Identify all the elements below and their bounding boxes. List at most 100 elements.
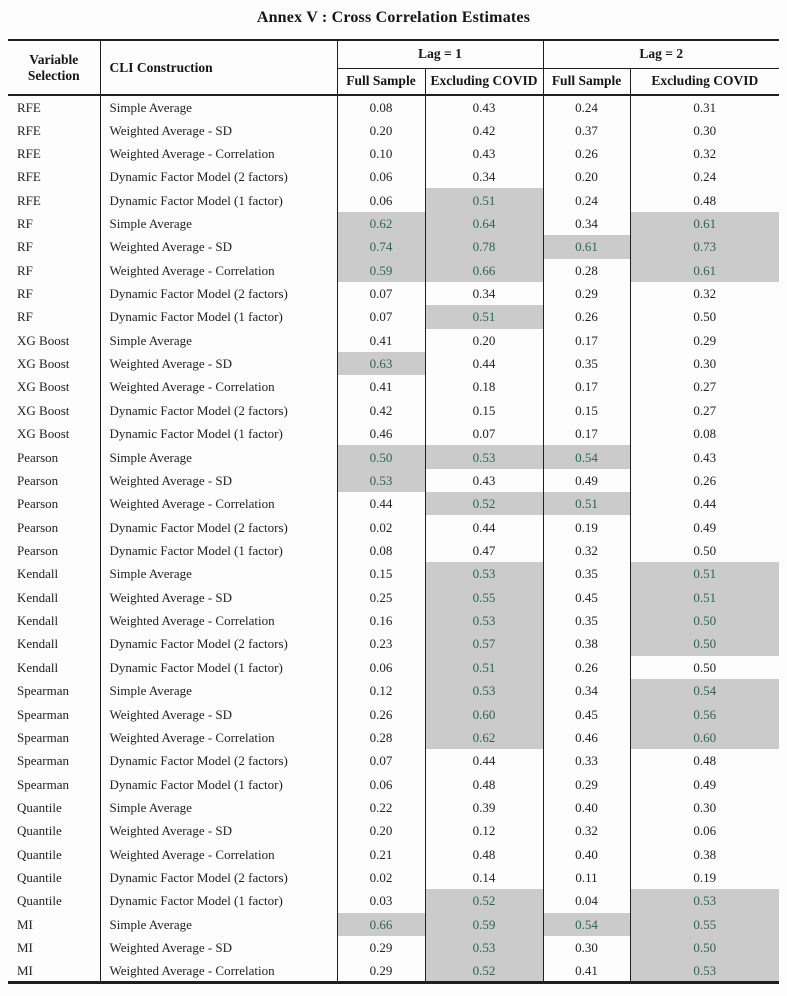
cell-value: 0.44: [424, 515, 544, 539]
cell-value: 0.07: [336, 305, 425, 329]
cell-value: 0.28: [542, 258, 631, 282]
cell-value: 0.20: [424, 328, 544, 352]
cell-value: 0.42: [336, 398, 425, 423]
cell-value: 0.30: [629, 351, 780, 376]
cell-cli-construction: Simple Average: [99, 562, 337, 586]
cell-value: 0.29: [542, 772, 631, 796]
cell-cli-construction: Dynamic Factor Model (1 factor): [99, 889, 337, 913]
cell-value: 0.29: [542, 281, 631, 306]
table-row: Kendall Weighted Average - Correlation 0.1…: [8, 608, 780, 633]
cell-value: 0.07: [424, 422, 544, 446]
cell-variable-selection: Quantile: [17, 893, 62, 909]
table-header: Variable Selection CLI Construction Lag …: [8, 40, 780, 96]
cell-value: 0.15: [336, 562, 425, 586]
cell-variable-selection: RFE: [17, 99, 41, 115]
cell-variable-selection: XG Boost: [17, 332, 70, 348]
cell-cli-construction: Dynamic Factor Model (2 factors): [99, 281, 337, 306]
cell-value: 0.15: [424, 398, 544, 423]
cell-value-highlighted: 0.50: [336, 445, 425, 469]
cell-cli-construction: Weighted Average - SD: [99, 702, 337, 726]
cell-variable-selection: XG Boost: [17, 402, 70, 418]
table-row: Kendall Weighted Average - SD 0.25 0.55 0.45…: [8, 585, 780, 609]
cell-value: 0.32: [542, 819, 631, 843]
cell-value-highlighted: 0.51: [629, 562, 780, 586]
cell-cli-construction: Weighted Average - SD: [99, 935, 337, 960]
cell-variable-selection: RFE: [17, 145, 41, 161]
cell-value-highlighted: 0.60: [424, 702, 544, 726]
cell-value: 0.20: [542, 165, 631, 189]
cell-value: 0.20: [336, 819, 425, 843]
cell-value: 0.48: [424, 772, 544, 796]
cell-value: 0.08: [336, 538, 425, 563]
cell-value: 0.40: [542, 795, 631, 820]
table-row: Quantile Simple Average 0.22 0.39 0.40 0.30: [8, 795, 780, 820]
cell-variable-selection: Kendall: [17, 589, 59, 605]
cell-variable-selection: RFE: [17, 169, 41, 185]
cell-cli-construction: Weighted Average - Correlation: [99, 608, 337, 633]
cell-variable-selection: Kendall: [17, 636, 59, 652]
cell-cli-construction: Simple Average: [99, 328, 337, 352]
cell-cli-construction: Dynamic Factor Model (2 factors): [99, 865, 337, 890]
cell-cli-construction: Weighted Average - Correlation: [99, 258, 337, 282]
cell-value: 0.38: [542, 632, 631, 656]
cell-value-highlighted: 0.66: [336, 912, 425, 936]
cell-value-highlighted: 0.60: [629, 725, 780, 750]
cell-value: 0.11: [542, 865, 631, 890]
cell-value: 0.48: [629, 188, 780, 212]
table-row: Quantile Weighted Average - Correlation 0.…: [8, 842, 780, 866]
cell-value-highlighted: 0.54: [542, 445, 631, 469]
table-row: RFE Dynamic Factor Model (2 factors) 0.06 0…: [8, 165, 780, 189]
header-lag1-excluding-covid: Excluding COVID: [424, 68, 544, 96]
cell-value: 0.29: [336, 959, 425, 983]
cell-value: 0.22: [336, 795, 425, 820]
cell-value: 0.12: [424, 819, 544, 843]
cell-cli-construction: Dynamic Factor Model (1 factor): [99, 422, 337, 446]
cell-value: 0.27: [629, 375, 780, 399]
cell-value-highlighted: 0.61: [542, 235, 631, 259]
cell-variable-selection: Spearman: [17, 683, 69, 699]
cell-value: 0.41: [336, 375, 425, 399]
cell-value: 0.49: [542, 468, 631, 493]
header-lag1-full-sample: Full Sample: [336, 68, 425, 96]
cell-variable-selection: Spearman: [17, 776, 69, 792]
cell-value: 0.15: [542, 398, 631, 423]
cell-value: 0.27: [629, 398, 780, 423]
cell-value: 0.43: [424, 141, 544, 166]
cell-value-highlighted: 0.63: [336, 351, 425, 376]
cell-value: 0.44: [424, 749, 544, 773]
cross-correlation-table: Variable Selection CLI Construction Lag …: [8, 39, 780, 985]
cell-value: 0.43: [629, 445, 780, 469]
cell-value: 0.34: [424, 165, 544, 189]
cell-value-highlighted: 0.51: [629, 585, 780, 609]
cell-value: 0.50: [629, 538, 780, 563]
table-row: XG Boost Dynamic Factor Model (2 factors)…: [8, 398, 780, 423]
cell-value-highlighted: 0.55: [424, 585, 544, 609]
cell-value: 0.20: [336, 118, 425, 142]
header-row-sample: Full Sample Excluding COVID Full Sample …: [8, 68, 780, 96]
cell-value: 0.04: [542, 889, 631, 913]
table-row: Pearson Dynamic Factor Model (2 factors) 0…: [8, 515, 780, 539]
cell-value: 0.26: [542, 141, 631, 166]
cell-value: 0.43: [424, 95, 544, 119]
table-row: RF Dynamic Factor Model (2 factors) 0.07 0.…: [8, 281, 780, 306]
cell-cli-construction: Weighted Average - SD: [99, 235, 337, 259]
cell-value-highlighted: 0.50: [629, 632, 780, 656]
cell-variable-selection: Pearson: [17, 543, 59, 558]
cell-value: 0.41: [542, 959, 631, 983]
cell-variable-selection: Kendall: [17, 613, 59, 629]
cell-value: 0.29: [336, 935, 425, 960]
cell-value: 0.26: [542, 655, 631, 679]
cell-value-highlighted: 0.59: [336, 258, 425, 282]
cell-value: 0.35: [542, 608, 631, 633]
cell-value: 0.10: [336, 141, 425, 166]
page-title: Annex V : Cross Correlation Estimates: [256, 9, 531, 26]
cell-value: 0.06: [336, 188, 425, 212]
cell-variable-selection: RF: [17, 239, 33, 255]
table-row: RF Weighted Average - SD 0.74 0.78 0.61 0.73: [8, 235, 780, 259]
table-row: RF Weighted Average - Correlation 0.59 0.66…: [8, 258, 780, 282]
cell-value: 0.50: [629, 305, 780, 329]
cell-variable-selection: RF: [17, 309, 33, 325]
cell-cli-construction: Weighted Average - SD: [99, 585, 337, 609]
header-variable-selection: Variable Selection: [8, 40, 100, 96]
